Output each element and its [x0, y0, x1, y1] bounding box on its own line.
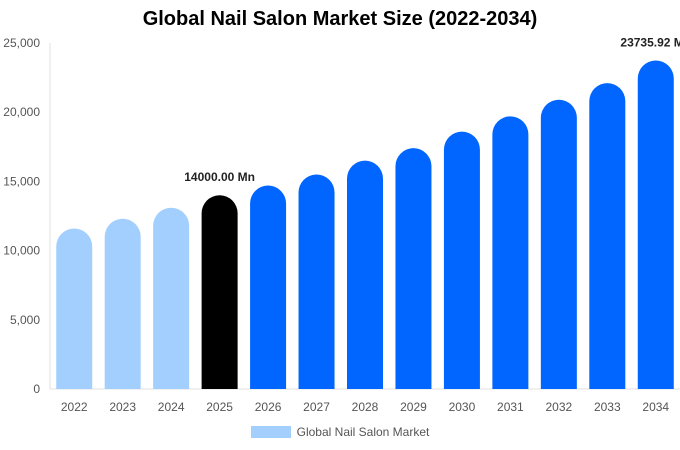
x-tick-label: 2030	[449, 400, 476, 414]
bar-2029	[395, 148, 432, 389]
bars	[56, 60, 674, 390]
y-tick-label: 10,000	[3, 244, 40, 258]
y-tick-label: 20,000	[3, 105, 40, 119]
x-tick-label: 2027	[303, 400, 330, 414]
bar-2023	[104, 218, 141, 389]
bar-2030	[443, 131, 480, 390]
y-tick-label: 15,000	[3, 174, 40, 188]
x-tick-label: 2022	[61, 400, 88, 414]
x-tick-label: 2023	[109, 400, 136, 414]
x-axis: 2022 2023 2024 2025 2026 2027 2028 2029 2030 2031…	[50, 388, 680, 414]
x-tick-label: 2032	[545, 400, 572, 414]
x-tick-label: 2025	[206, 400, 233, 414]
bar-2026	[250, 185, 287, 389]
x-tick-label: 2034	[642, 400, 669, 414]
x-tick-label: 2033	[594, 400, 621, 414]
y-tick-label: 0	[33, 382, 40, 396]
bar-2028	[347, 160, 383, 389]
bar-2033	[589, 83, 626, 390]
legend-swatch	[250, 426, 291, 438]
chart-title: Global Nail Salon Market Size (2022-2034…	[142, 8, 538, 30]
y-tick-label: 25,000	[3, 36, 40, 50]
x-tick-label: 2026	[255, 400, 282, 414]
bar-2031	[492, 116, 529, 389]
x-tick-label: 2028	[352, 400, 379, 414]
x-tick-label: 2029	[400, 400, 427, 414]
x-tick-label: 2031	[497, 400, 524, 414]
bar-2034	[637, 60, 674, 389]
data-label-2025: 14000.00 Mn	[184, 170, 255, 184]
bar-2022	[56, 228, 93, 389]
y-axis: 0 5,000 10,000 15,000 20,000 25,000	[3, 36, 51, 396]
bar-2024	[153, 207, 190, 389]
bar-2032	[540, 99, 577, 389]
bar-2025	[201, 195, 238, 389]
data-labels: 14000.00 Mn 23735.92 Mn	[184, 35, 680, 184]
legend-label: Global Nail Salon Market	[296, 425, 430, 439]
data-label-2034: 23735.92 Mn	[620, 35, 680, 49]
y-tick-label: 5,000	[10, 313, 40, 327]
x-tick-label: 2024	[158, 400, 185, 414]
legend: Global Nail Salon Market	[0, 425, 680, 439]
bar-2027	[298, 174, 335, 389]
